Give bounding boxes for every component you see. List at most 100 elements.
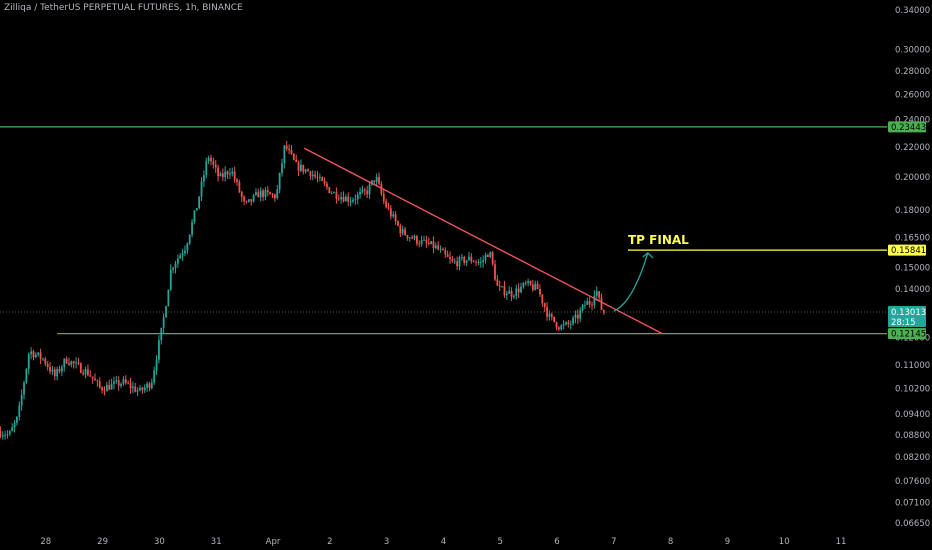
y-tick-label: 0.34000 (895, 6, 930, 16)
candle-body (562, 324, 565, 326)
candle-body (328, 187, 331, 194)
candle-body (82, 372, 85, 375)
candle-body (165, 306, 167, 318)
candle-body (508, 290, 511, 294)
candle-body (600, 297, 603, 310)
candle-body (333, 192, 335, 194)
candle-body (361, 189, 364, 192)
candle-body (134, 386, 137, 392)
target-annotation: TP FINAL (628, 233, 689, 247)
candle-body (101, 387, 104, 391)
candle-body (191, 222, 193, 235)
candle-body (283, 145, 286, 164)
candle-body (453, 261, 456, 263)
candle-body (150, 382, 153, 389)
candle-body (505, 293, 508, 296)
candle-body (127, 382, 130, 384)
candle-body (541, 294, 544, 304)
candle-body (335, 192, 338, 199)
candle-body (63, 358, 66, 368)
candle-body (226, 171, 229, 175)
candle-body (176, 258, 179, 264)
y-tick-label: 0.08200 (895, 453, 930, 463)
candle-body (451, 259, 454, 262)
candle-body (148, 383, 151, 389)
y-tick-label: 0.10200 (895, 385, 930, 395)
candle-body (399, 225, 402, 234)
candle-body (496, 279, 499, 286)
candle-body (442, 249, 444, 251)
candle-body (205, 161, 208, 176)
candle-body (389, 208, 392, 217)
candle-body (198, 196, 201, 209)
x-tick-label: 10 (779, 537, 790, 547)
projection-arrow[interactable] (613, 252, 649, 312)
candle-body (72, 361, 75, 364)
candle-body (115, 380, 118, 382)
candle-body (240, 192, 243, 197)
tag-countdown-label: 28:15 (891, 318, 916, 328)
tag-current-price-label: 0.13013 (891, 308, 926, 318)
candle-body (56, 368, 59, 377)
candle-body (271, 194, 274, 196)
candle-body (131, 386, 134, 389)
y-tick-label: 0.15000 (895, 263, 930, 273)
candle-body (477, 262, 480, 264)
candle-body (593, 295, 596, 305)
candle-body (89, 375, 92, 377)
candle-body (295, 159, 298, 163)
candle-body (387, 207, 390, 209)
candle-body (463, 256, 466, 263)
candle-body (229, 173, 231, 175)
candle-body (210, 157, 212, 162)
candle-body (217, 167, 219, 177)
candle-body (368, 184, 371, 195)
y-tick-label: 0.20000 (895, 173, 930, 183)
candle-body (172, 267, 175, 270)
x-tick-label: 4 (441, 537, 446, 547)
candle-body (79, 363, 82, 373)
candle-body (397, 221, 399, 226)
candle-body (219, 173, 222, 177)
candle-body (498, 285, 501, 287)
candle-body (444, 250, 447, 255)
candle-body (486, 255, 489, 257)
candle-body (555, 322, 558, 328)
candle-body (309, 171, 312, 177)
price-axis[interactable]: 0.34000 0.30000 0.28000 0.26000 0.24000 0.220… (895, 6, 930, 529)
candle-body (475, 262, 477, 263)
candle-body (94, 378, 96, 381)
candle-body (224, 171, 227, 178)
candle-body (392, 214, 395, 217)
descending-trendline[interactable] (303, 147, 663, 335)
candle-body (49, 367, 51, 372)
candle-body (0, 431, 2, 437)
candle-body (517, 288, 520, 293)
candle-body (354, 199, 357, 201)
candle-body (456, 261, 459, 267)
candle-body (70, 361, 73, 365)
x-tick-label: 2 (327, 537, 332, 547)
time-axis[interactable]: 28 29 30 31 Apr 2 3 4 5 6 7 8 9 10 11 (40, 537, 846, 547)
candle-body (484, 255, 487, 261)
candle-body (394, 214, 397, 222)
candle-body (8, 431, 11, 434)
candle-body (153, 370, 156, 383)
candle-body (202, 175, 205, 182)
candle-body (108, 384, 111, 390)
price-tags: 0.23443 0.15841 0.13013 28:15 0.12145 (888, 121, 926, 340)
candle-body (278, 172, 281, 190)
candle-body (326, 183, 328, 188)
x-tick-label: 9 (725, 537, 730, 547)
candle-body (548, 314, 551, 317)
candle-body (25, 368, 28, 383)
candle-body (307, 169, 309, 172)
candle-body (536, 283, 539, 290)
candles-layer (0, 140, 605, 440)
candle-body (553, 316, 556, 323)
candle-body (534, 283, 537, 290)
candle-body (576, 314, 579, 319)
candle-body (366, 190, 369, 195)
candle-body (524, 282, 527, 284)
